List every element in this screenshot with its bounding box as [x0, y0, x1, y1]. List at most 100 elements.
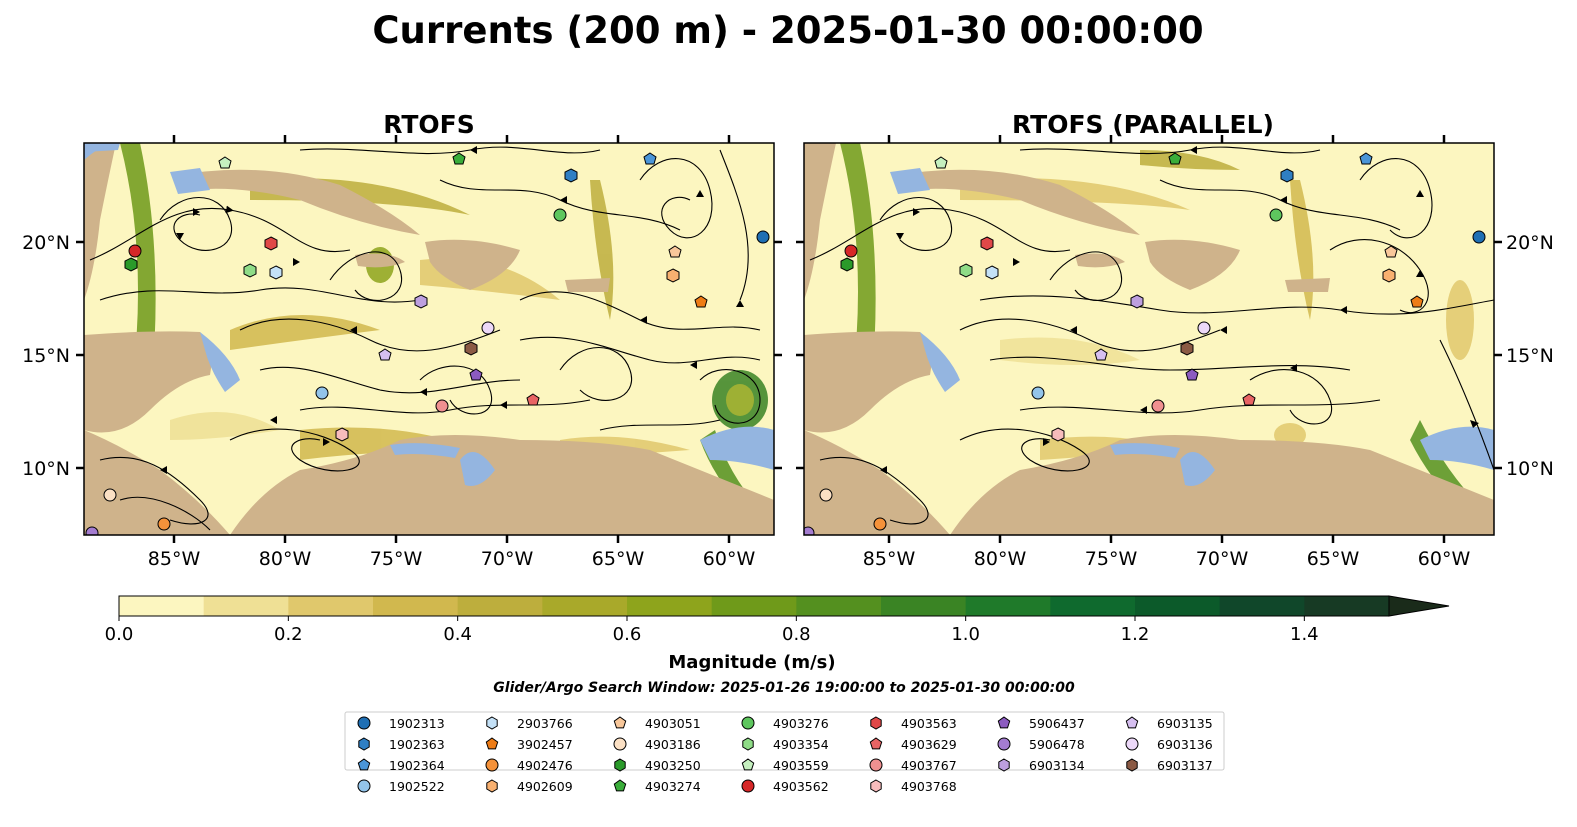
- marker-4903250: [840, 257, 854, 272]
- marker-6903136: [1197, 321, 1211, 335]
- search-window-text: Glider/Argo Search Window: 2025-01-26 19…: [493, 680, 1075, 696]
- legend-entry-4902609: 4902609: [486, 779, 573, 794]
- legend-marker-circle: [741, 716, 755, 730]
- legend-entry-4903767: 4903767: [869, 758, 957, 773]
- legend-entry-1902313: 1902313: [357, 716, 445, 731]
- legend-entry-6903137: 6903137: [1126, 758, 1213, 773]
- marker-4903768: [335, 427, 349, 442]
- colorbar-ticks: 0.0 0.2 0.4 0.6 0.8 1.0 1.2 1.4: [105, 616, 1319, 645]
- legend-label: 6903136: [1157, 737, 1213, 752]
- marker-4903051: [668, 245, 682, 258]
- marker-4903354: [243, 263, 257, 278]
- marker-4903562: [844, 244, 858, 258]
- marker-4902609: [1382, 268, 1396, 283]
- legend-marker-circle: [357, 716, 371, 730]
- legend-label: 4903629: [901, 737, 957, 752]
- marker-1902313: [756, 230, 770, 244]
- map-panel-rtofs-parallel: RTOFS (PARALLEL): [796, 110, 1554, 570]
- legend-entry-6903135: 6903135: [1125, 716, 1213, 731]
- marker-6903137: [464, 341, 478, 356]
- legend-entry-2903766: 2903766: [486, 716, 573, 731]
- lon-label: 70°W: [481, 548, 534, 570]
- land-shallow-areas: [84, 143, 774, 535]
- legend-entry-5906478: 5906478: [997, 737, 1085, 752]
- lon-label: 60°W: [1418, 548, 1471, 570]
- lat-label: 15°N: [1506, 345, 1554, 367]
- marker-4902476: [873, 517, 887, 531]
- marker-4903559: [218, 156, 232, 169]
- marker-5906478: [85, 526, 99, 535]
- legend-label: 4903559: [773, 758, 829, 773]
- marker-6903135: [378, 348, 392, 361]
- lat-labels-left: 20°N 15°N 10°N: [22, 232, 70, 480]
- land-shallow-areas: [804, 143, 1494, 535]
- marker-1902364: [643, 152, 657, 165]
- legend-marker-hexagon: [870, 716, 882, 730]
- float-markers-right: [804, 152, 1486, 535]
- colorbar-segment: [965, 596, 1051, 616]
- legend-marker-circle: [485, 758, 499, 772]
- lat-label: 15°N: [22, 345, 70, 367]
- marker-5906437: [469, 368, 483, 381]
- lon-labels-right: 85°W 80°W 75°W 70°W 65°W 60°W: [863, 548, 1471, 570]
- marker-4903562: [128, 244, 142, 258]
- streamlines: [89, 146, 761, 531]
- colorbar-tick-label: 1.4: [1290, 624, 1319, 645]
- legend-entry-4903559: 4903559: [741, 758, 829, 773]
- legend-label: 6903137: [1157, 758, 1213, 773]
- legend-label: 4903562: [773, 779, 829, 794]
- legend-label: 3902457: [517, 737, 573, 752]
- legend-marker-circle: [357, 779, 371, 793]
- legend-marker-circle: [869, 758, 883, 772]
- marker-4902609: [666, 268, 680, 283]
- stream-arrows: [160, 146, 744, 474]
- marker-4903274: [452, 152, 466, 165]
- colorbar-frame: [118, 595, 1390, 617]
- legend-entry-4903274: 4903274: [613, 779, 701, 794]
- lat-label: 10°N: [22, 458, 70, 480]
- panel-title-rtofs: RTOFS: [383, 110, 475, 139]
- colorbar-tick-label: 1.0: [951, 624, 980, 645]
- legend-label: 4902476: [517, 758, 573, 773]
- lon-label: 80°W: [974, 548, 1027, 570]
- lon-label: 80°W: [259, 548, 312, 570]
- legend-marker-hexagon: [1126, 758, 1138, 772]
- colorbar-segment: [457, 596, 543, 616]
- lat-label: 20°N: [22, 232, 70, 254]
- map-panel-rtofs: RTOFS: [22, 110, 782, 570]
- legend-entry-4903563: 4903563: [870, 716, 957, 731]
- marker-5906478: [804, 526, 815, 535]
- legend-entry-1902363: 1902363: [358, 737, 445, 752]
- marker-3902457: [1410, 295, 1424, 308]
- colorbar-tick-label: 1.2: [1121, 624, 1150, 645]
- marker-1902364: [1359, 152, 1373, 165]
- marker-2903766: [985, 265, 999, 280]
- lon-label: 85°W: [863, 548, 916, 570]
- legend-marker-pentagon: [485, 737, 499, 750]
- colorbar-segment: [1304, 596, 1390, 616]
- lon-label: 85°W: [148, 548, 201, 570]
- legend-label: 4903051: [645, 716, 701, 731]
- colorbar-tick-label: 0.2: [274, 624, 303, 645]
- ticks-right: [796, 135, 1502, 543]
- colorbar-segment: [1050, 596, 1136, 616]
- lon-label: 75°W: [1085, 548, 1138, 570]
- legend-items: 1902313 1902363 1902364 1902522 2903766 39024…: [357, 716, 1213, 794]
- legend-label: 5906478: [1029, 737, 1085, 752]
- legend-label: 4903250: [645, 758, 701, 773]
- streamlines: [809, 146, 1494, 525]
- marker-4903559: [934, 156, 948, 169]
- colorbar-segment: [627, 596, 713, 616]
- legend-entry-1902364: 1902364: [357, 758, 445, 773]
- marker-4903563: [980, 236, 994, 251]
- marker-1902313: [1472, 230, 1486, 244]
- legend-entry-4903768: 4903768: [870, 779, 957, 794]
- colorbar-segment: [373, 596, 459, 616]
- marker-5906437: [1185, 368, 1199, 381]
- marker-4903563: [264, 236, 278, 251]
- colorbar-tick-label: 0.6: [613, 624, 642, 645]
- colorbar-segment: [203, 596, 289, 616]
- lon-label: 65°W: [592, 548, 645, 570]
- legend-marker-hexagon: [486, 779, 498, 793]
